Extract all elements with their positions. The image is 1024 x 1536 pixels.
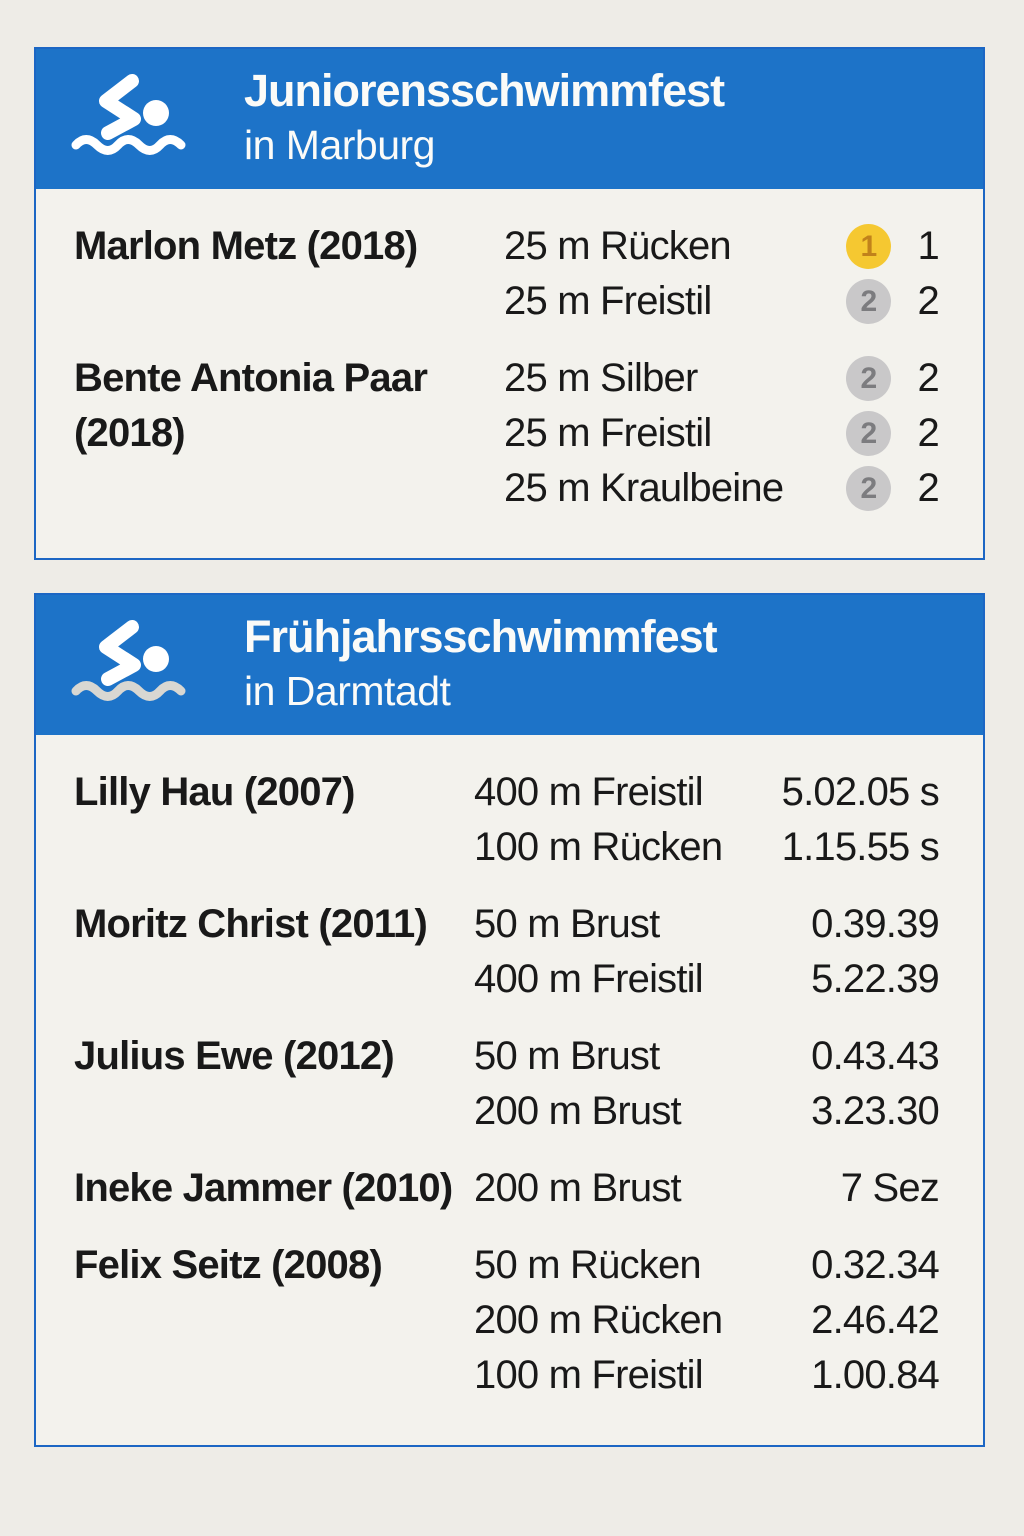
rank-value: 2 bbox=[917, 411, 940, 455]
result-row: 200 m Rücken 2.46.42 bbox=[474, 1293, 940, 1348]
event-name: 50 m Brust bbox=[474, 1034, 660, 1078]
medal-badge: 2 bbox=[846, 356, 891, 401]
result-row: 25 m Rücken 1 1 bbox=[504, 219, 940, 274]
time-value: 5.02.05 s bbox=[781, 770, 940, 814]
event-name: 50 m Rücken bbox=[474, 1243, 702, 1287]
event-name: 25 m Freistil bbox=[504, 279, 712, 323]
event-name: 400 m Freistil bbox=[474, 957, 704, 1001]
event-name: 25 m Kraulbeine bbox=[504, 466, 784, 510]
time-value: 0.39.39 bbox=[811, 902, 940, 946]
card-title: Frühjahrsschwimmfest bbox=[244, 611, 718, 663]
time-value: 3.23.30 bbox=[811, 1089, 940, 1133]
results-list: 25 m Silber 2 2 25 m Freistil 2 2 25 m K… bbox=[504, 351, 940, 516]
event-name: 50 m Brust bbox=[474, 902, 660, 946]
result-row: 25 m Freistil 2 2 bbox=[504, 274, 940, 329]
event-name: 100 m Freistil bbox=[474, 1353, 704, 1397]
event-name: 200 m Rücken bbox=[474, 1298, 723, 1342]
athlete-entry: Julius Ewe (2012) 50 m Brust 0.43.43 200… bbox=[74, 1029, 940, 1139]
athlete-name: Ineke Jammer (2010) bbox=[74, 1166, 453, 1210]
swimmer-icon bbox=[70, 73, 202, 161]
result-row: 25 m Kraulbeine 2 2 bbox=[504, 461, 940, 516]
result-row: 50 m Brust 0.43.43 bbox=[474, 1029, 940, 1084]
athlete-entry: Felix Seitz (2008) 50 m Rücken 0.32.34 2… bbox=[74, 1238, 940, 1403]
results-list: 50 m Brust 0.43.43 200 m Brust 3.23.30 bbox=[474, 1029, 940, 1139]
result-row: 25 m Silber 2 2 bbox=[504, 351, 940, 406]
athlete-entry: Ineke Jammer (2010) 200 m Brust 7 Sez bbox=[74, 1161, 940, 1216]
athlete-name: Julius Ewe (2012) bbox=[74, 1034, 395, 1078]
result-row: 50 m Brust 0.39.39 bbox=[474, 897, 940, 952]
result-row: 25 m Freistil 2 2 bbox=[504, 406, 940, 461]
results-list: 25 m Rücken 1 1 25 m Freistil 2 2 bbox=[504, 219, 940, 329]
results-list: 50 m Brust 0.39.39 400 m Freistil 5.22.3… bbox=[474, 897, 940, 1007]
card-header: Frühjahrsschwimmfest in Darmtadt bbox=[36, 595, 983, 735]
medal-badge: 2 bbox=[846, 466, 891, 511]
swim-results-page: Juniorensschwimmfest in Marburg Marlon M… bbox=[34, 47, 985, 1447]
time-value: 0.43.43 bbox=[811, 1034, 940, 1078]
event-name: 100 m Rücken bbox=[474, 825, 723, 869]
athlete-name: Marlon Metz (2018) bbox=[74, 224, 418, 268]
result-row: 400 m Freistil 5.02.05 s bbox=[474, 765, 940, 820]
athlete-entry: Lilly Hau (2007) 400 m Freistil 5.02.05 … bbox=[74, 765, 940, 875]
swimmer-icon bbox=[70, 619, 202, 707]
time-value: 0.32.34 bbox=[811, 1243, 940, 1287]
result-row: 100 m Freistil 1.00.84 bbox=[474, 1348, 940, 1403]
results-list: 400 m Freistil 5.02.05 s 100 m Rücken 1.… bbox=[474, 765, 940, 875]
medal-badge: 2 bbox=[846, 411, 891, 456]
result-row: 400 m Freistil 5.22.39 bbox=[474, 952, 940, 1007]
event-name: 400 m Freistil bbox=[474, 770, 704, 814]
time-value: 7 Sez bbox=[840, 1166, 940, 1210]
results-list: 200 m Brust 7 Sez bbox=[474, 1161, 940, 1216]
medal-badge: 1 bbox=[846, 224, 891, 269]
card-body: Lilly Hau (2007) 400 m Freistil 5.02.05 … bbox=[36, 735, 983, 1445]
athlete-name: Felix Seitz (2008) bbox=[74, 1243, 383, 1287]
time-value: 2.46.42 bbox=[811, 1298, 940, 1342]
card-titles: Juniorensschwimmfest in Marburg bbox=[244, 63, 725, 171]
event-card: Juniorensschwimmfest in Marburg Marlon M… bbox=[34, 47, 985, 560]
card-body: Marlon Metz (2018) 25 m Rücken 1 1 25 m … bbox=[36, 189, 983, 558]
event-name: 200 m Brust bbox=[474, 1089, 682, 1133]
rank-value: 2 bbox=[917, 356, 940, 400]
time-value: 5.22.39 bbox=[811, 957, 940, 1001]
athlete-name: Bente Antonia Paar (2018) bbox=[74, 356, 428, 455]
result-row: 50 m Rücken 0.32.34 bbox=[474, 1238, 940, 1293]
card-subtitle: in Darmtadt bbox=[244, 667, 451, 714]
result-row: 200 m Brust 7 Sez bbox=[474, 1161, 940, 1216]
athlete-entry: Bente Antonia Paar (2018) 25 m Silber 2 … bbox=[74, 351, 940, 516]
result-row: 200 m Brust 3.23.30 bbox=[474, 1084, 940, 1139]
event-name: 25 m Freistil bbox=[504, 411, 712, 455]
card-header: Juniorensschwimmfest in Marburg bbox=[36, 49, 983, 189]
athlete-name: Lilly Hau (2007) bbox=[74, 770, 355, 814]
event-name: 25 m Rücken bbox=[504, 224, 732, 268]
card-subtitle: in Marburg bbox=[244, 121, 435, 168]
event-card: Frühjahrsschwimmfest in Darmtadt Lilly H… bbox=[34, 593, 985, 1447]
athlete-name: Moritz Christ (2011) bbox=[74, 902, 428, 946]
event-name: 200 m Brust bbox=[474, 1166, 682, 1210]
card-title: Juniorensschwimmfest bbox=[244, 65, 725, 117]
athlete-entry: Marlon Metz (2018) 25 m Rücken 1 1 25 m … bbox=[74, 219, 940, 329]
rank-value: 1 bbox=[917, 224, 940, 268]
athlete-entry: Moritz Christ (2011) 50 m Brust 0.39.39 … bbox=[74, 897, 940, 1007]
event-name: 25 m Silber bbox=[504, 356, 698, 400]
results-list: 50 m Rücken 0.32.34 200 m Rücken 2.46.42… bbox=[474, 1238, 940, 1403]
time-value: 1.00.84 bbox=[811, 1353, 940, 1397]
rank-value: 2 bbox=[917, 466, 940, 510]
medal-badge: 2 bbox=[846, 279, 891, 324]
time-value: 1.15.55 s bbox=[781, 825, 940, 869]
rank-value: 2 bbox=[917, 279, 940, 323]
result-row: 100 m Rücken 1.15.55 s bbox=[474, 820, 940, 875]
card-titles: Frühjahrsschwimmfest in Darmtadt bbox=[244, 609, 718, 717]
